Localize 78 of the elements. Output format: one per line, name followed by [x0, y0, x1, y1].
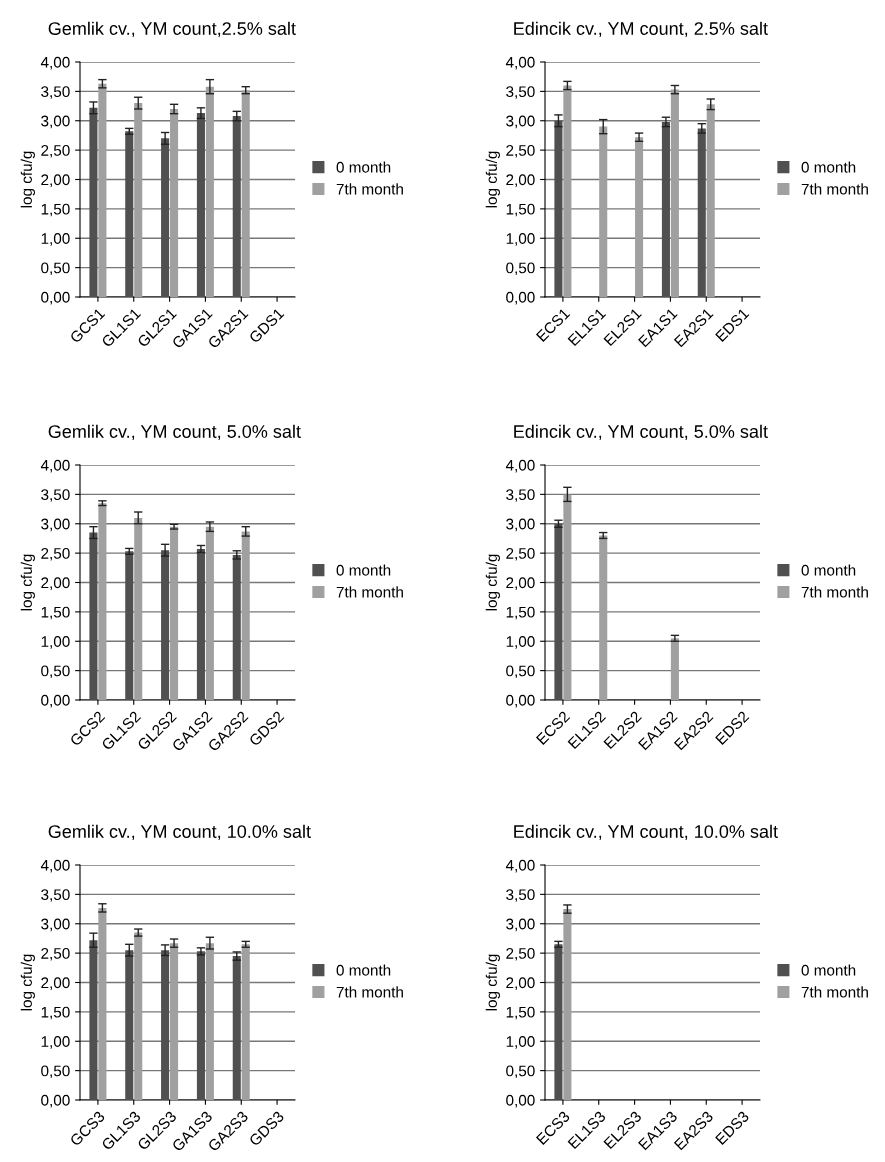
- y-tick-label: 1,00: [506, 636, 535, 649]
- legend-label: 7th month: [336, 986, 403, 998]
- y-axis-title: log cfu/g: [485, 554, 500, 611]
- legend-label: 7th month: [801, 183, 868, 195]
- y-tick-label: 2,50: [41, 947, 70, 961]
- y-tick-label: 4,00: [505, 859, 535, 873]
- y-tick-label: 2,50: [506, 947, 535, 961]
- legend-label: 0 month: [801, 964, 856, 976]
- y-tick-label: 1,00: [41, 636, 70, 649]
- y-tick-label: 0,50: [506, 665, 535, 679]
- legend-label: 0 month: [336, 161, 391, 173]
- chart-title: Gemlik cv., YM count, 10.0% salt: [48, 824, 311, 841]
- y-tick-label: 3,00: [506, 918, 535, 932]
- chart-title: Edincik cv., YM count, 2.5% salt: [514, 21, 768, 38]
- y-tick-label: 1,50: [41, 1006, 70, 1020]
- y-tick-label: 2,50: [41, 144, 70, 158]
- legend-label: 0 month: [336, 964, 391, 976]
- chart-title: Edincik cv., YM count, 5.0% salt: [514, 424, 768, 441]
- y-tick-label: 2,00: [41, 577, 70, 590]
- y-tick-label: 0,50: [41, 262, 70, 276]
- y-tick-label: 2,00: [506, 977, 535, 990]
- legend-label: 7th month: [336, 183, 403, 195]
- y-tick-label: 3,50: [41, 489, 70, 502]
- y-axis-title: log cfu/g: [485, 954, 500, 1011]
- y-tick-label: 3,50: [41, 86, 70, 99]
- chart-title: Edincik cv., YM count, 10.0% salt: [514, 824, 778, 841]
- legend-label: 7th month: [801, 986, 868, 998]
- y-tick-label: 4,00: [505, 56, 535, 70]
- legend-label: 0 month: [336, 564, 391, 576]
- y-tick-label: 3,50: [506, 889, 535, 902]
- y-tick-label: 0,00: [41, 291, 70, 305]
- legend-label: 7th month: [801, 586, 868, 598]
- y-tick-label: 0,00: [506, 1094, 535, 1108]
- y-tick-label: 0,50: [41, 665, 70, 679]
- chart-title: Gemlik cv., YM count,2.5% salt: [48, 21, 296, 38]
- y-axis-title: log cfu/g: [20, 151, 35, 208]
- y-tick-label: 2,50: [41, 547, 70, 561]
- y-tick-label: 1,00: [506, 1036, 535, 1049]
- y-tick-label: 3,50: [41, 889, 70, 902]
- y-tick-label: 1,50: [41, 203, 70, 217]
- y-tick-label: 0,00: [41, 1094, 70, 1108]
- y-tick-label: 4,00: [505, 459, 535, 473]
- y-tick-label: 2,00: [506, 577, 535, 590]
- y-tick-label: 4,00: [40, 56, 70, 70]
- y-tick-label: 3,00: [41, 918, 70, 932]
- y-tick-label: 1,00: [41, 1036, 70, 1049]
- y-tick-label: 1,00: [506, 233, 535, 246]
- y-tick-label: 0,50: [41, 1065, 70, 1079]
- legend-label: 0 month: [801, 564, 856, 576]
- y-tick-label: 2,50: [506, 144, 535, 158]
- y-tick-label: 2,00: [41, 977, 70, 990]
- y-tick-label: 2,00: [41, 174, 70, 187]
- chart-title: Gemlik cv., YM count, 5.0% salt: [48, 424, 301, 441]
- y-tick-label: 4,00: [40, 859, 70, 873]
- y-tick-label: 3,00: [506, 115, 535, 129]
- y-tick-label: 0,00: [506, 694, 535, 708]
- y-tick-label: 1,50: [41, 606, 70, 620]
- y-tick-label: 0,00: [506, 291, 535, 305]
- y-tick-label: 0,00: [41, 694, 70, 708]
- y-tick-label: 3,50: [506, 86, 535, 99]
- y-tick-label: 3,50: [506, 489, 535, 502]
- y-tick-label: 2,00: [506, 174, 535, 187]
- y-tick-label: 1,50: [506, 1006, 535, 1020]
- y-tick-label: 4,00: [40, 459, 70, 473]
- y-tick-label: 1,50: [506, 203, 535, 217]
- y-axis-title: log cfu/g: [20, 954, 35, 1011]
- y-tick-label: 1,00: [41, 233, 70, 246]
- y-tick-label: 3,00: [41, 518, 70, 532]
- y-tick-label: 2,50: [506, 547, 535, 561]
- y-tick-label: 0,50: [506, 1065, 535, 1079]
- legend-label: 0 month: [801, 161, 856, 173]
- y-axis-title: log cfu/g: [485, 151, 500, 208]
- y-tick-label: 1,50: [506, 606, 535, 620]
- y-tick-label: 3,00: [506, 518, 535, 532]
- y-tick-label: 3,00: [41, 115, 70, 129]
- y-tick-label: 0,50: [506, 262, 535, 276]
- y-axis-title: log cfu/g: [20, 554, 35, 611]
- legend-label: 7th month: [336, 586, 403, 598]
